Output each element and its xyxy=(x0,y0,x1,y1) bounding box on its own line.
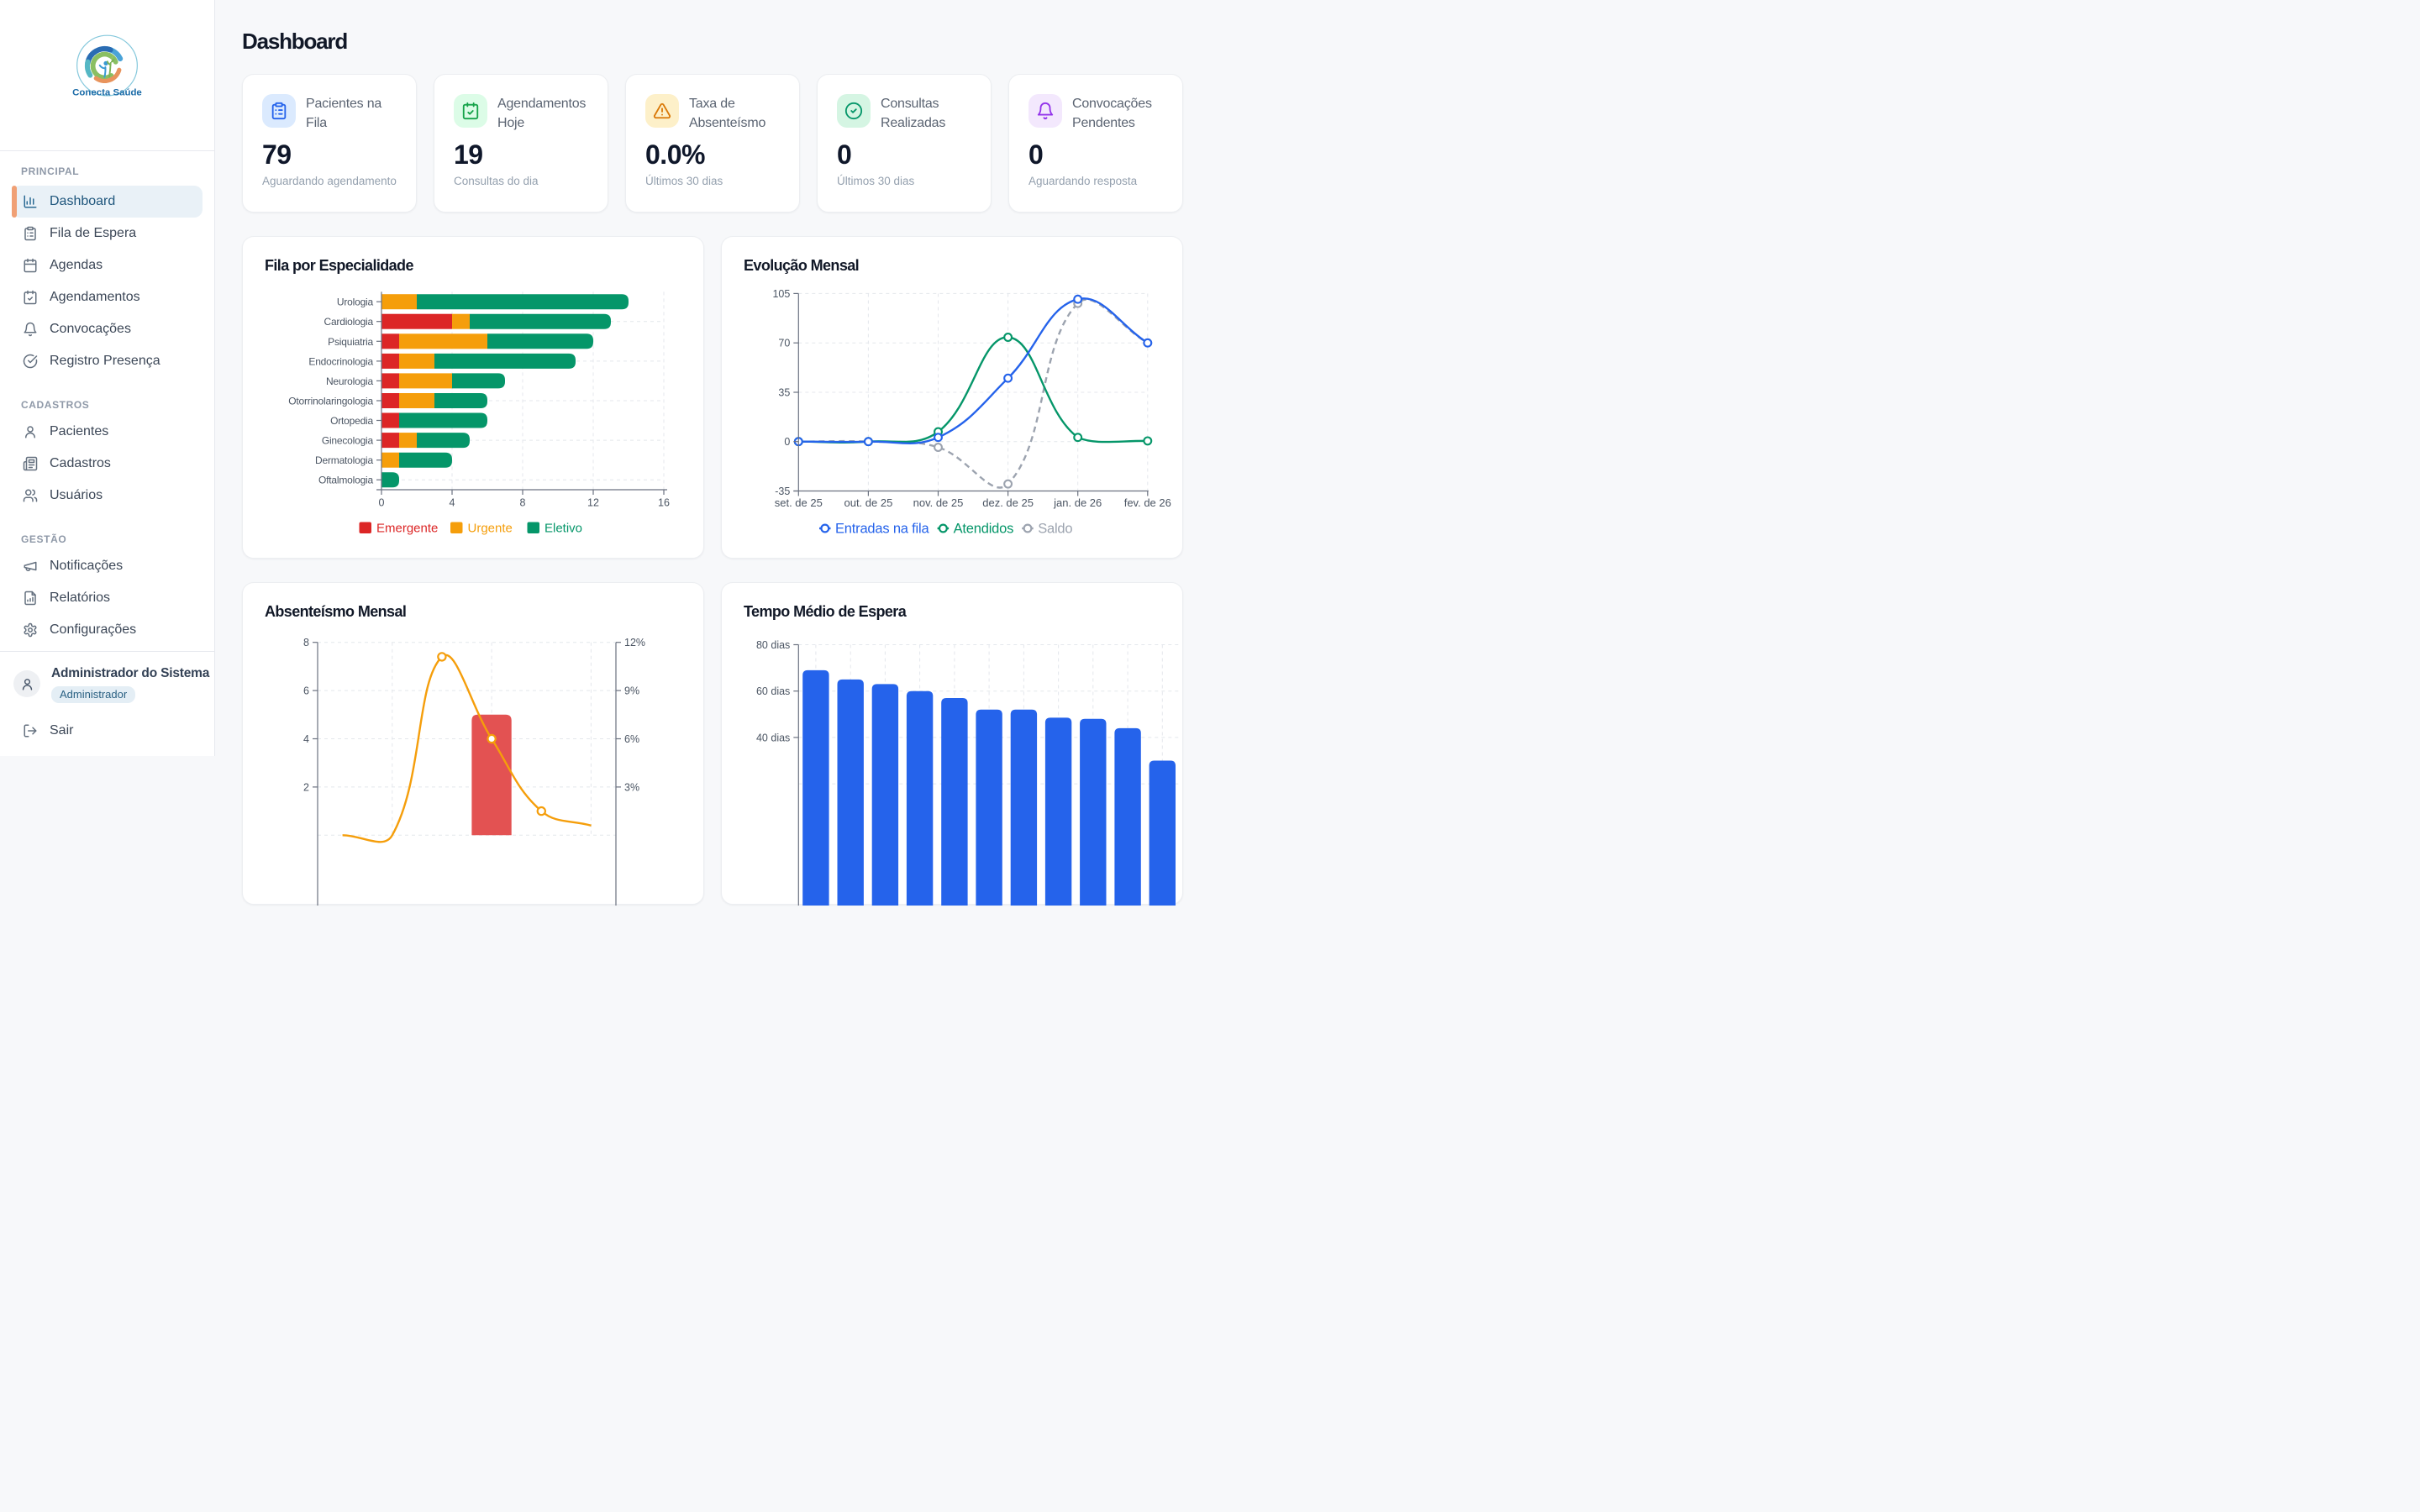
svg-text:Ginecologia: Ginecologia xyxy=(322,435,374,447)
svg-text:70: 70 xyxy=(778,338,790,349)
svg-text:6: 6 xyxy=(303,685,309,697)
svg-text:Saldo: Saldo xyxy=(1038,522,1072,537)
svg-text:Otorrinolaringologia: Otorrinolaringologia xyxy=(288,396,373,407)
svg-text:0: 0 xyxy=(784,436,790,448)
svg-text:Neurologia: Neurologia xyxy=(326,375,374,387)
svg-text:9%: 9% xyxy=(624,685,639,697)
svg-text:12%: 12% xyxy=(624,637,645,648)
svg-text:8: 8 xyxy=(520,497,526,509)
svg-text:Psiquiatria: Psiquiatria xyxy=(328,336,373,348)
svg-text:Endocrinologia: Endocrinologia xyxy=(308,355,373,367)
svg-text:Dermatologia: Dermatologia xyxy=(315,454,373,466)
svg-text:0: 0 xyxy=(379,497,385,509)
svg-text:60 dias: 60 dias xyxy=(756,685,790,697)
svg-text:Entradas na fila: Entradas na fila xyxy=(835,522,929,537)
svg-text:80 dias: 80 dias xyxy=(756,639,790,651)
svg-text:set. de 25: set. de 25 xyxy=(775,496,823,509)
svg-text:4: 4 xyxy=(303,733,309,745)
svg-text:jan. de 26: jan. de 26 xyxy=(1053,496,1102,509)
svg-text:16: 16 xyxy=(658,497,670,509)
svg-text:Urgente: Urgente xyxy=(468,522,513,536)
svg-text:fev. de 26: fev. de 26 xyxy=(1124,496,1171,509)
svg-text:Oftalmologia: Oftalmologia xyxy=(318,475,373,486)
svg-text:6%: 6% xyxy=(624,733,639,745)
svg-text:4: 4 xyxy=(450,497,455,509)
svg-text:Ortopedia: Ortopedia xyxy=(330,415,373,427)
svg-text:35: 35 xyxy=(778,387,790,399)
svg-text:8: 8 xyxy=(303,637,309,648)
svg-text:40 dias: 40 dias xyxy=(756,732,790,743)
svg-text:Cardiologia: Cardiologia xyxy=(324,316,373,328)
svg-text:nov. de 25: nov. de 25 xyxy=(913,496,964,509)
svg-text:Conecta Saúde: Conecta Saúde xyxy=(72,87,142,97)
svg-text:Atendidos: Atendidos xyxy=(954,522,1014,537)
svg-text:Eletivo: Eletivo xyxy=(544,522,582,536)
svg-text:out. de 25: out. de 25 xyxy=(844,496,892,509)
svg-text:2: 2 xyxy=(303,781,309,793)
svg-text:Urologia: Urologia xyxy=(337,297,374,308)
svg-text:12: 12 xyxy=(587,497,599,509)
svg-text:105: 105 xyxy=(772,288,790,300)
svg-text:-35: -35 xyxy=(775,486,790,497)
svg-text:Emergente: Emergente xyxy=(376,522,438,536)
svg-text:3%: 3% xyxy=(624,781,639,793)
svg-text:dez. de 25: dez. de 25 xyxy=(982,496,1034,509)
